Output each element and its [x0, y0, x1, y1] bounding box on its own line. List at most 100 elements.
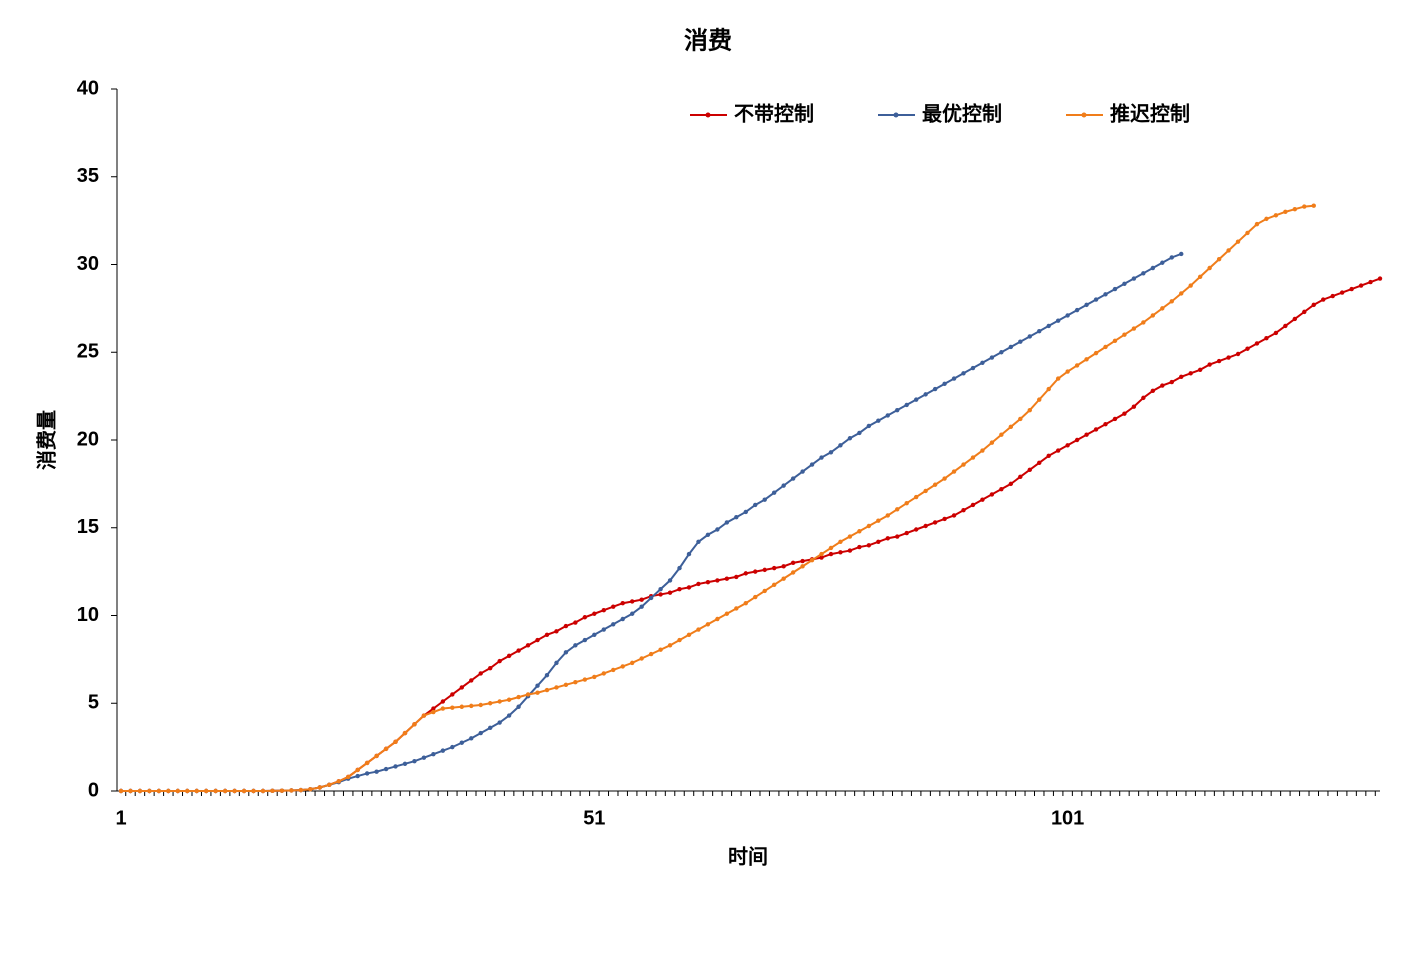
point [1349, 286, 1354, 292]
point [450, 744, 455, 750]
point [1018, 416, 1023, 422]
point [667, 643, 673, 648]
point [961, 371, 966, 376]
point [970, 365, 976, 371]
point [1150, 313, 1156, 318]
y-tick-label: 15 [77, 516, 99, 538]
point [1207, 265, 1212, 271]
point [440, 706, 446, 711]
point [961, 462, 966, 467]
point [1339, 290, 1345, 295]
y-tick-label: 0 [88, 779, 99, 801]
point [383, 766, 389, 772]
point [1150, 388, 1156, 394]
point [222, 788, 228, 794]
point [185, 788, 190, 794]
point [989, 492, 995, 497]
point [1302, 309, 1307, 315]
point [345, 774, 351, 780]
point [1330, 293, 1335, 299]
point [317, 785, 322, 790]
point [1093, 350, 1099, 356]
point [1065, 369, 1070, 374]
point [374, 769, 379, 774]
point [677, 586, 682, 592]
point [904, 530, 909, 536]
point [913, 397, 919, 402]
point [1188, 283, 1193, 288]
point [857, 430, 862, 436]
series-line [121, 253, 1182, 792]
point [478, 702, 483, 708]
point [1037, 397, 1042, 402]
x-tick-label: 1 [115, 807, 126, 829]
point [336, 779, 341, 784]
point [847, 436, 853, 441]
point [895, 407, 900, 413]
point [1027, 407, 1032, 413]
point [1179, 374, 1184, 380]
point [677, 637, 682, 643]
point [734, 606, 739, 611]
point [658, 592, 663, 597]
point [658, 647, 663, 652]
point [809, 558, 815, 563]
legend-label: 最优控制 [922, 101, 1002, 125]
point [913, 527, 919, 532]
y-tick-label: 25 [77, 341, 99, 363]
point [535, 637, 540, 643]
point [611, 667, 616, 673]
point [648, 651, 654, 657]
point [573, 679, 578, 685]
point [478, 730, 483, 736]
point [961, 508, 966, 513]
point [402, 761, 408, 766]
point [705, 579, 711, 585]
point [1273, 330, 1279, 336]
point [1245, 346, 1250, 351]
point [1084, 432, 1089, 437]
point [932, 386, 938, 392]
point [1046, 323, 1051, 329]
point [1046, 386, 1051, 392]
point [421, 713, 427, 718]
point [743, 509, 748, 515]
point [942, 476, 947, 481]
point [1065, 313, 1070, 318]
point [374, 753, 379, 759]
point [289, 788, 294, 793]
point [355, 773, 360, 779]
point [762, 567, 767, 573]
point [790, 476, 796, 481]
point [1112, 286, 1118, 292]
point [1311, 302, 1316, 308]
point [1093, 297, 1099, 302]
point [506, 713, 512, 718]
point [1103, 422, 1108, 427]
point [1245, 230, 1250, 236]
point [1131, 326, 1137, 331]
point [563, 650, 569, 655]
point [762, 588, 767, 594]
point [1179, 251, 1184, 257]
point [639, 656, 644, 661]
point [1235, 239, 1241, 244]
point [705, 622, 711, 627]
point [1160, 383, 1165, 388]
point [1216, 358, 1222, 364]
point [450, 705, 455, 710]
point [1008, 481, 1014, 487]
point [895, 507, 900, 512]
point [705, 532, 711, 537]
point [1160, 260, 1165, 265]
point [932, 520, 938, 525]
point [260, 788, 266, 794]
point [743, 571, 748, 576]
point [535, 690, 540, 695]
point [876, 539, 881, 544]
point [431, 751, 436, 757]
point [696, 627, 701, 632]
point [393, 739, 398, 745]
point [828, 551, 834, 557]
